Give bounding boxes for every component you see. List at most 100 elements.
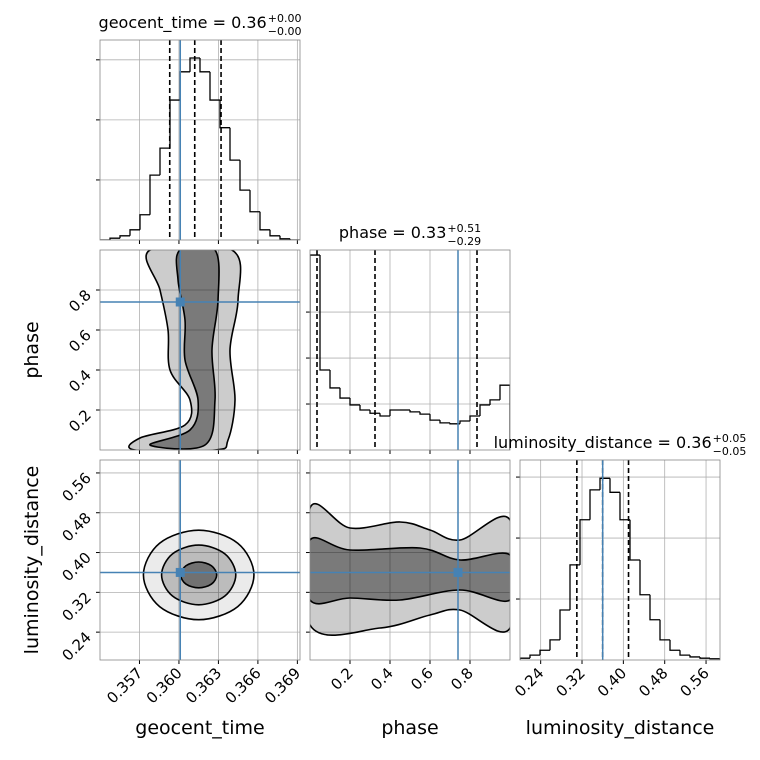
hist-bin: [469, 415, 480, 422]
hist-bin: [479, 404, 490, 416]
density-fill: [143, 530, 254, 620]
panel: 0.2 0.4 0.6 0.8 phase: [21, 249, 301, 454]
hist-bin: [619, 492, 630, 521]
x-axis-label: phase: [381, 717, 438, 739]
x-tick-label: 0.8: [447, 664, 477, 694]
hist-bin: [499, 384, 510, 450]
hist-bin: [289, 238, 300, 240]
panel: geocent_time = 0.36 +0.00−0.00: [96, 12, 301, 244]
hist-bin: [369, 410, 380, 414]
y-tick-label: 0.32: [58, 588, 94, 624]
x-tick-label: 0.2: [327, 664, 357, 694]
panel-frame: [309, 459, 511, 661]
hist-bin: [329, 370, 340, 389]
density-fill: [180, 561, 217, 588]
x-axis-label: geocent_time: [135, 717, 264, 739]
hist-bin: [199, 58, 210, 73]
hist-bin: [709, 658, 720, 660]
hist-bin: [599, 477, 610, 490]
plot-area: [520, 460, 720, 660]
density-fill: [310, 503, 510, 636]
hist-bin: [549, 639, 560, 651]
hist-bin: [649, 594, 660, 621]
hist-bin: [209, 71, 220, 101]
hist-bin: [559, 609, 570, 640]
hist-bin: [699, 656, 710, 659]
hist-bin: [179, 71, 190, 101]
density-fill: [310, 537, 510, 604]
y-tick-label: 0.4: [65, 366, 95, 396]
x-tick-label: 0.56: [677, 664, 713, 700]
title-upper: +0.51: [447, 222, 481, 235]
x-tick-label: 0.369: [261, 664, 304, 707]
hist-bin: [529, 654, 540, 659]
plot-area: [310, 250, 510, 450]
hist-bin: [119, 235, 130, 239]
plot-area: [310, 460, 510, 660]
x-tick-label: 0.6: [407, 664, 437, 694]
hist-bin: [149, 174, 160, 215]
panel-frame: [99, 39, 301, 241]
hist-bin: [459, 420, 470, 424]
contour-line: [310, 502, 510, 636]
hist-bin: [310, 254, 320, 450]
hist-bin: [679, 650, 690, 656]
hist-bin: [229, 127, 240, 161]
hist-bin: [569, 564, 580, 610]
x-tick-label: 0.24: [511, 664, 547, 700]
hist-bin: [159, 147, 170, 176]
contour-line: [128, 250, 242, 450]
hist-bin: [379, 413, 390, 417]
hist-bin: [389, 409, 400, 416]
title-upper: +0.05: [713, 432, 747, 445]
x-tick-label: 0.366: [222, 664, 265, 707]
y-tick-label: 0.8: [65, 286, 95, 316]
plot-area: [100, 250, 300, 450]
hist-bin: [449, 422, 460, 425]
x-tick-label: 0.48: [635, 664, 671, 700]
hist-bin: [520, 657, 530, 660]
hist-bin: [489, 399, 500, 405]
hist-bin: [429, 414, 440, 421]
x-axis-label: luminosity_distance: [526, 717, 715, 739]
hist-bin: [439, 420, 450, 424]
contour-line: [310, 537, 510, 605]
plot-area: [100, 460, 300, 660]
y-tick-label: 0.48: [58, 509, 94, 545]
hist-bin: [129, 229, 140, 236]
panel-title: luminosity_distance = 0.36: [494, 433, 712, 453]
hist-bin: [409, 410, 420, 413]
plot-area: [100, 40, 300, 240]
x-tick-label: 0.357: [103, 664, 146, 707]
truth-marker: [175, 297, 185, 307]
truth-marker: [453, 567, 463, 577]
panel-frame: [99, 459, 301, 661]
y-tick-label: 0.24: [58, 628, 94, 664]
hist-bin: [279, 235, 290, 240]
hist-bin: [269, 229, 280, 237]
contour-line: [142, 529, 255, 621]
y-tick-label: 0.40: [58, 549, 94, 585]
panel: 0.2 0.4 0.6 0.8 phase: [306, 459, 511, 739]
hist-bin: [579, 519, 590, 565]
panel-frame: [519, 459, 721, 661]
title-upper: +0.00: [268, 12, 302, 25]
x-tick-label: 0.4: [367, 664, 397, 694]
hist-bin: [139, 214, 150, 230]
y-tick-label: 0.56: [58, 469, 94, 505]
hist-bin: [639, 560, 650, 596]
hist-bin: [359, 404, 370, 411]
title-lower: −0.00: [268, 25, 302, 38]
hist-bin: [319, 255, 330, 371]
hist-bin: [419, 411, 430, 415]
x-tick-label: 0.32: [552, 664, 588, 700]
truth-marker: [175, 567, 185, 577]
hist-bin: [659, 619, 670, 641]
panel-title: geocent_time = 0.36: [99, 13, 267, 33]
hist-bin: [589, 489, 600, 520]
panel-title: phase = 0.33: [339, 223, 446, 242]
panel-frame: [99, 249, 301, 451]
contour-line: [149, 250, 220, 450]
